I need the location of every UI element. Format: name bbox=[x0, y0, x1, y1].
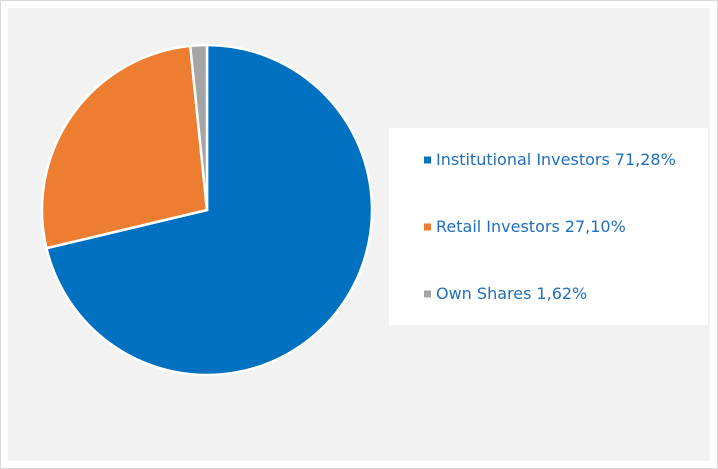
pie-slice bbox=[40, 44, 209, 250]
legend-category: Retail Investors bbox=[436, 217, 560, 236]
legend-marker bbox=[424, 223, 431, 231]
legend-marker bbox=[424, 156, 431, 164]
legend-category: Own Shares bbox=[436, 284, 531, 303]
legend-label: Own Shares 1,62% bbox=[436, 284, 587, 303]
legend-label: Retail Investors 27,10% bbox=[436, 217, 626, 236]
legend-value: 27,10% bbox=[565, 217, 626, 236]
legend-label: Institutional Investors 71,28% bbox=[436, 150, 676, 169]
legend-box bbox=[389, 128, 708, 325]
pie-slice bbox=[188, 43, 209, 211]
legend-value: 71,28% bbox=[615, 150, 676, 169]
legend-category: Institutional Investors bbox=[436, 150, 610, 169]
pie-slice bbox=[44, 43, 374, 377]
legend-marker bbox=[424, 290, 431, 298]
legend-value: 1,62% bbox=[536, 284, 587, 303]
